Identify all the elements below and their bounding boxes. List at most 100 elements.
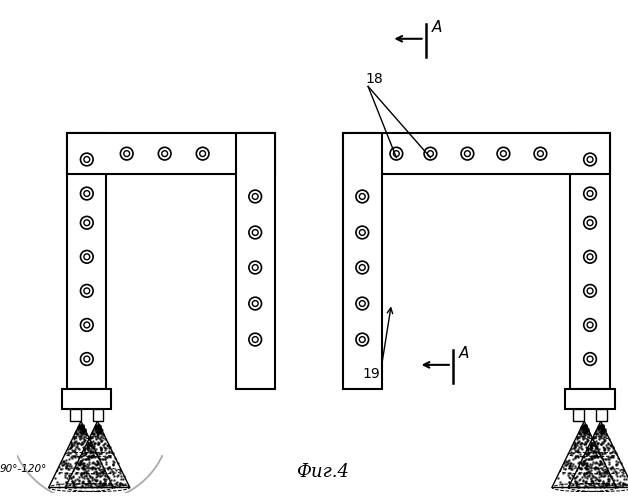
Point	[82, 480, 92, 488]
Point	[82, 444, 92, 452]
Point	[565, 462, 575, 470]
Point	[78, 476, 89, 484]
Point	[100, 460, 111, 468]
Point	[565, 462, 575, 470]
Point	[94, 422, 104, 430]
Point	[77, 422, 87, 430]
Point	[91, 424, 101, 432]
Point	[99, 475, 109, 483]
Point	[577, 424, 587, 432]
Point	[568, 472, 578, 480]
Point	[83, 453, 93, 461]
Point	[594, 424, 604, 432]
Point	[604, 475, 614, 483]
Point	[595, 424, 605, 432]
Point	[77, 456, 87, 464]
Point	[604, 438, 614, 446]
Point	[81, 455, 91, 463]
Point	[97, 449, 107, 457]
Circle shape	[84, 156, 90, 162]
Point	[582, 470, 592, 478]
Point	[87, 438, 97, 446]
Point	[601, 481, 611, 489]
Point	[63, 466, 73, 473]
Point	[582, 425, 592, 433]
Point	[578, 458, 588, 466]
Point	[98, 430, 108, 438]
Point	[589, 482, 599, 490]
Point	[95, 422, 105, 430]
Point	[94, 454, 104, 462]
Point	[77, 423, 87, 431]
Point	[85, 439, 95, 447]
Point	[99, 440, 109, 448]
Point	[597, 426, 607, 434]
Point	[597, 422, 607, 430]
Point	[564, 469, 574, 477]
Point	[599, 430, 609, 438]
Point	[594, 462, 604, 469]
Point	[95, 424, 105, 432]
Point	[64, 470, 74, 478]
Circle shape	[583, 187, 597, 200]
Point	[589, 433, 599, 441]
Point	[598, 426, 609, 434]
Point	[596, 430, 606, 438]
Point	[581, 462, 591, 470]
Point	[593, 424, 603, 432]
Point	[582, 476, 592, 484]
Point	[579, 428, 589, 436]
Point	[85, 454, 95, 462]
Point	[63, 445, 73, 453]
Point	[120, 480, 130, 488]
Point	[101, 481, 111, 489]
Point	[67, 442, 77, 450]
Point	[581, 426, 591, 434]
Point	[67, 438, 77, 446]
Point	[568, 444, 578, 452]
Point	[587, 477, 597, 485]
Circle shape	[252, 230, 258, 235]
Point	[62, 462, 72, 470]
Point	[576, 444, 586, 452]
Circle shape	[583, 352, 597, 366]
Point	[59, 460, 69, 468]
Point	[583, 426, 593, 434]
Point	[605, 454, 615, 462]
Point	[75, 424, 85, 432]
Bar	[67, 133, 106, 389]
Point	[591, 444, 601, 452]
Point	[612, 482, 622, 490]
Point	[87, 465, 97, 473]
Point	[52, 478, 62, 486]
Point	[70, 453, 80, 461]
Point	[92, 469, 102, 477]
Point	[115, 479, 125, 487]
Point	[617, 482, 627, 490]
Point	[587, 440, 597, 448]
Point	[563, 482, 573, 490]
Point	[580, 450, 590, 458]
Point	[78, 469, 88, 477]
Point	[101, 458, 111, 466]
Point	[579, 460, 589, 468]
Point	[582, 422, 592, 430]
Circle shape	[587, 356, 593, 362]
Point	[60, 456, 70, 464]
Point	[590, 440, 600, 448]
Point	[583, 426, 593, 434]
Point	[616, 460, 626, 468]
Point	[76, 460, 86, 468]
Point	[619, 475, 628, 483]
Point	[69, 433, 79, 441]
Point	[573, 438, 583, 446]
Point	[570, 446, 580, 454]
Point	[585, 460, 595, 468]
Point	[75, 421, 85, 429]
Point	[89, 468, 99, 476]
Point	[76, 453, 86, 461]
Point	[79, 433, 89, 441]
Point	[94, 422, 104, 430]
Point	[615, 472, 625, 480]
Point	[91, 468, 101, 476]
